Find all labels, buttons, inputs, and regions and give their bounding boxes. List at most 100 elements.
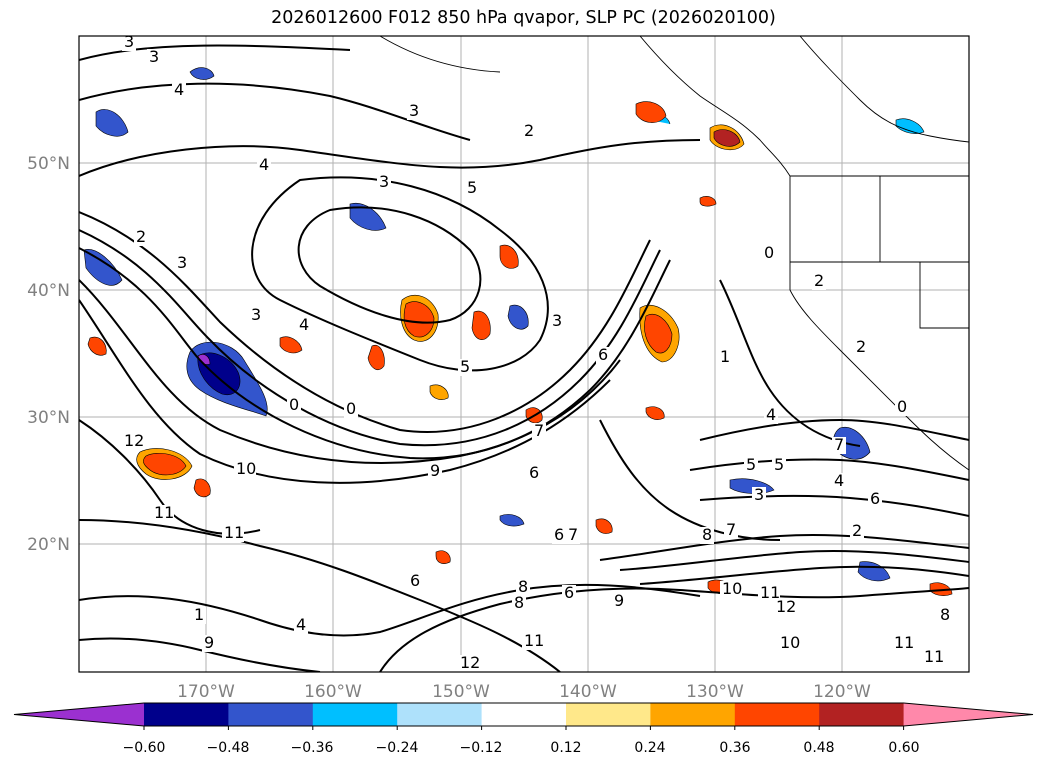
- positive-anomaly-patch: [279, 336, 303, 354]
- contour-label-background: [720, 581, 742, 598]
- positive-anomaly-patch: [400, 294, 439, 342]
- contour-label: 3: [552, 311, 562, 330]
- contour-label: 11: [894, 633, 914, 652]
- contour-label-background: [922, 649, 944, 666]
- contour-label-background: [772, 457, 786, 474]
- contour-label: 5: [467, 178, 477, 197]
- contour-label: 6: [410, 571, 420, 590]
- contour-label: 11: [760, 583, 780, 602]
- colorbar-tick-label: 0.60: [888, 740, 919, 756]
- contour-label: 6: [870, 489, 880, 508]
- contour-label: 3: [379, 172, 389, 191]
- contour-label-background: [832, 437, 846, 454]
- negative-anomaly-patch: [186, 341, 268, 417]
- positive-anomaly-patch: [136, 448, 193, 480]
- contour-label: 0: [897, 397, 907, 416]
- contour-label-background: [522, 123, 536, 140]
- contour-label-background: [297, 317, 311, 334]
- contour-label: 11: [924, 647, 944, 666]
- colorbar-segment: [650, 703, 736, 726]
- positive-anomaly-patch: [471, 310, 491, 340]
- lon-label: 150°W: [432, 682, 490, 702]
- contour-label: 6: [529, 463, 539, 482]
- positive-anomaly-patch: [87, 336, 107, 356]
- positive-anomaly-patch: [645, 406, 665, 420]
- lon-label: 140°W: [559, 682, 617, 702]
- contour-label: 7: [568, 525, 578, 544]
- contour-label-background: [612, 593, 626, 610]
- contour-label-background: [465, 180, 479, 197]
- positive-anomaly-patch: [699, 196, 717, 207]
- contour-label: 0: [764, 243, 774, 262]
- contour-label: 4: [766, 405, 776, 424]
- contour-label-background: [287, 397, 301, 414]
- contour-label: 10: [236, 459, 256, 478]
- positive-anomaly-patch: [635, 101, 667, 123]
- contour-label: 4: [296, 615, 306, 634]
- lat-label: 30°N: [27, 408, 70, 428]
- contour-label-background: [175, 255, 189, 272]
- colorbar-tick-label: 0.24: [634, 740, 665, 756]
- contour-label-background: [895, 399, 909, 416]
- contour-label-background: [758, 585, 780, 602]
- map-frame: [78, 35, 970, 673]
- contour-label: 0: [346, 399, 356, 418]
- contour-label: 0: [289, 395, 299, 414]
- colorbar-segment: [819, 703, 905, 726]
- positive-anomaly-patch: [499, 244, 519, 269]
- contour-label: 8: [702, 525, 712, 544]
- contour-label-background: [762, 245, 776, 262]
- contour-label-background: [778, 635, 800, 652]
- contour-label: 5: [774, 455, 784, 474]
- colorbar-segment: [312, 703, 398, 726]
- contour-label-background: [527, 465, 541, 482]
- contour-label-background: [294, 617, 308, 634]
- contour-label-background: [147, 49, 161, 66]
- contour-label: 8: [518, 577, 528, 596]
- contour-label-background: [222, 525, 244, 542]
- negative-anomaly-patch: [189, 67, 215, 80]
- contour-label-background: [774, 599, 796, 616]
- contour-label: 4: [174, 80, 184, 99]
- contour-label-background: [512, 595, 526, 612]
- contour-label: 10: [780, 633, 800, 652]
- contour-label: 3: [754, 485, 764, 504]
- contour-label: 2: [814, 271, 824, 290]
- contour-label: 4: [259, 155, 269, 174]
- contour-label-background: [550, 313, 564, 330]
- colorbar-tick-label: −0.36: [291, 740, 334, 756]
- contour-label-background: [407, 103, 421, 120]
- positive-anomaly-patch: [639, 304, 680, 363]
- contour-label-background: [566, 527, 580, 544]
- lon-label: 130°W: [686, 682, 744, 702]
- contour-label: 5: [746, 455, 756, 474]
- positive-anomaly-patch: [929, 582, 953, 596]
- contour-label: 1: [194, 605, 204, 624]
- contour-label-background: [344, 401, 358, 418]
- contour-label: 2: [136, 227, 146, 246]
- contour-label-background: [257, 157, 271, 174]
- contour-label: 7: [726, 520, 736, 539]
- positive-anomaly-patch: [435, 550, 451, 564]
- contour-label: 10: [722, 579, 742, 598]
- colorbar-tick-label: 0.12: [550, 740, 581, 756]
- contour-label-background: [724, 522, 738, 539]
- colorbar-tick-label: −0.24: [376, 740, 419, 756]
- contour-label-background: [552, 527, 566, 544]
- contour-label-background: [249, 307, 263, 324]
- contour-label: 6: [564, 583, 574, 602]
- lat-label: 20°N: [27, 535, 70, 555]
- contour-label-background: [938, 607, 952, 624]
- colorbar-extend-high: [903, 703, 1033, 726]
- negative-anomaly-patch: [507, 304, 529, 330]
- latitude-axis: 50°N 40°N 30°N 20°N: [27, 154, 70, 555]
- contour-label-background: [562, 585, 576, 602]
- contour-label-background: [854, 339, 868, 356]
- contour-label: 7: [834, 435, 844, 454]
- positive-anomaly-patch: [367, 344, 385, 370]
- contour-label: 11: [154, 503, 174, 522]
- contour-label: 11: [224, 523, 244, 542]
- colorbar: [13, 702, 1034, 730]
